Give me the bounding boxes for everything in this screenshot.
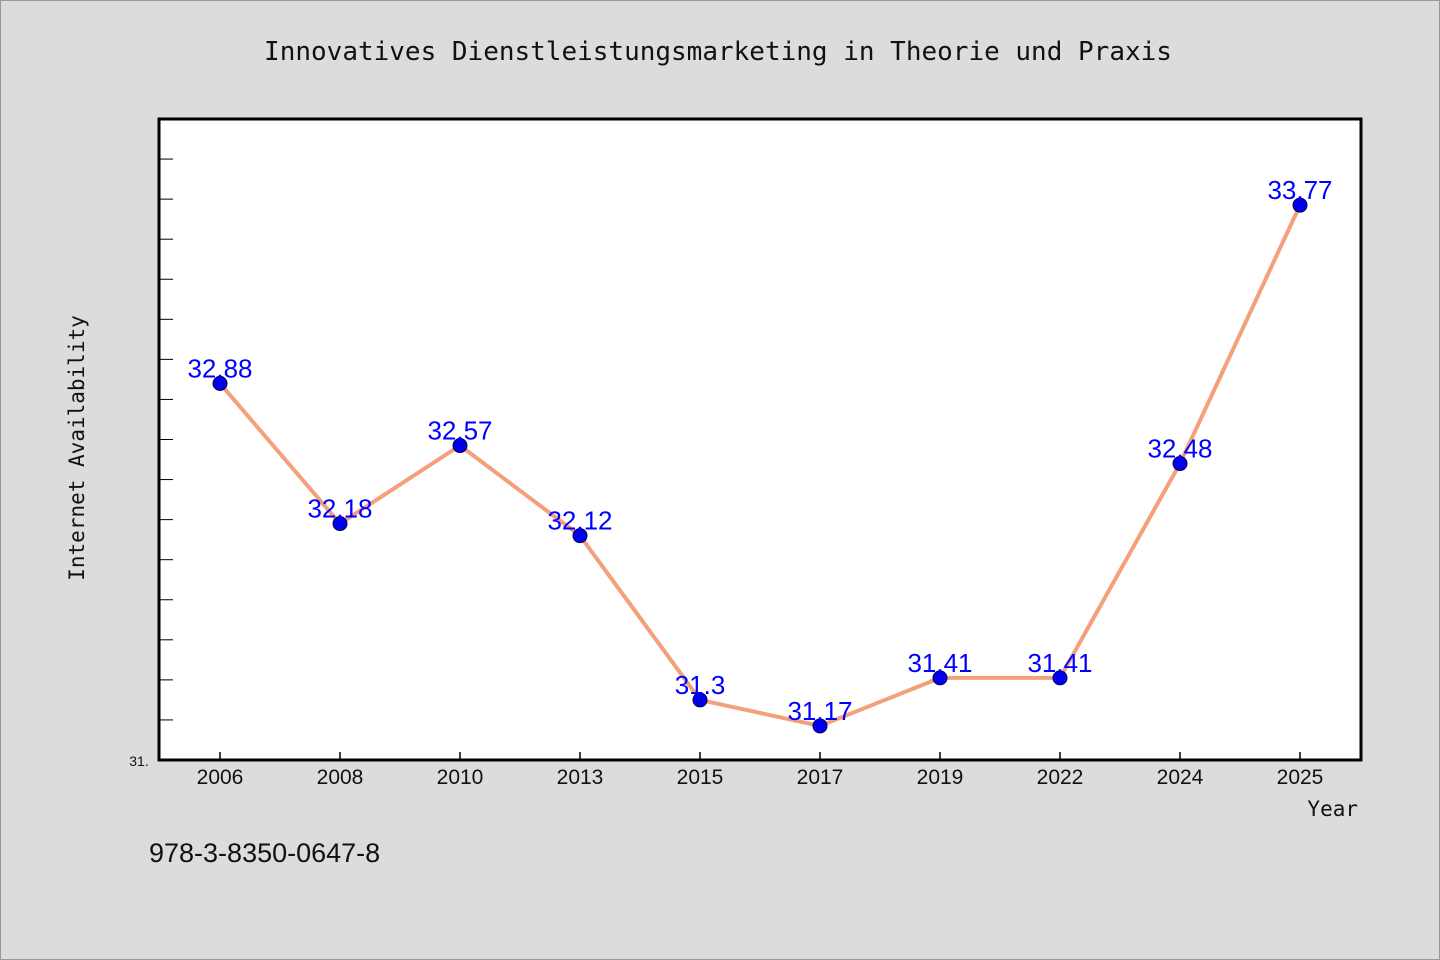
data-label: 32.57: [427, 416, 492, 446]
data-point: [212, 375, 228, 391]
x-tick-label: 2010: [437, 766, 484, 789]
data-point: [932, 670, 948, 686]
x-axis-ticks: 2006 2008 2010 2013 2015 2017 2019 2022 2024 2025: [197, 752, 1324, 789]
x-tick-label: 2019: [917, 766, 964, 789]
series-layer: 32.88 32.18 32.57 32.12 31.3 31.17 31.41 31.41 3…: [187, 175, 1333, 734]
y-axis-ticks: [159, 158, 173, 721]
x-tick-label: 2025: [1277, 766, 1324, 789]
x-tick-label: 2017: [797, 766, 844, 789]
isbn-text: 978-3-8350-0647-8: [149, 838, 380, 868]
data-label: 33.77: [1267, 175, 1332, 205]
x-tick-label: 2013: [557, 766, 604, 789]
data-point: [1172, 456, 1188, 472]
x-axis-title: Year: [1307, 797, 1358, 821]
series-line: [218, 204, 1302, 728]
data-label: 31.41: [1027, 648, 1092, 678]
x-tick-label: 2022: [1037, 766, 1084, 789]
data-label: 32.18: [307, 494, 372, 524]
data-point: [452, 438, 468, 454]
chart-title: Innovatives Dienstleistungsmarketing in …: [264, 37, 1172, 67]
x-tick-label: 2015: [677, 766, 724, 789]
data-label: 31.3: [675, 670, 726, 700]
data-point: [1292, 197, 1308, 213]
data-point: [812, 718, 828, 734]
data-point: [572, 528, 588, 544]
x-tick-label: 2006: [197, 766, 244, 789]
data-label: 32.12: [547, 506, 612, 536]
data-point: [1052, 670, 1068, 686]
data-label: 32.88: [187, 353, 252, 383]
y-axis-title: Internet Availability: [65, 315, 89, 581]
x-tick-label: 2008: [317, 766, 364, 789]
x-tick-label: 2024: [1157, 766, 1204, 789]
data-point: [692, 692, 708, 708]
data-label: 31.41: [907, 648, 972, 678]
data-label: 31.17: [787, 696, 852, 726]
plot-area: [157, 117, 1363, 762]
data-label: 32.48: [1147, 434, 1212, 464]
y-axis-min-label: 31.: [129, 753, 148, 769]
data-point: [332, 516, 348, 532]
